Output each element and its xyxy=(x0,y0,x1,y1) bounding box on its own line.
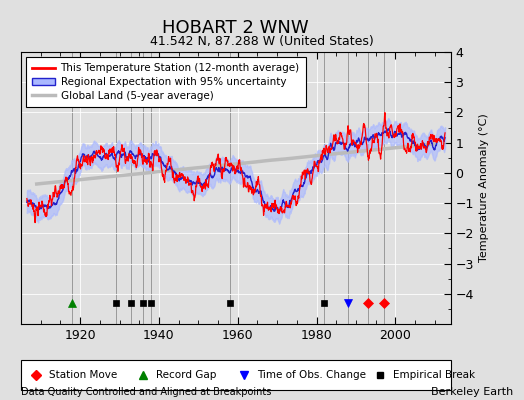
Text: 41.542 N, 87.288 W (United States): 41.542 N, 87.288 W (United States) xyxy=(150,36,374,48)
Title: HOBART 2 WNW: HOBART 2 WNW xyxy=(162,18,309,36)
FancyBboxPatch shape xyxy=(21,360,451,390)
Y-axis label: Temperature Anomaly (°C): Temperature Anomaly (°C) xyxy=(479,114,489,262)
Text: Station Move: Station Move xyxy=(49,370,117,380)
Text: Berkeley Earth: Berkeley Earth xyxy=(431,387,514,397)
Text: Empirical Break: Empirical Break xyxy=(392,370,475,380)
Text: Data Quality Controlled and Aligned at Breakpoints: Data Quality Controlled and Aligned at B… xyxy=(21,387,271,397)
Text: Time of Obs. Change: Time of Obs. Change xyxy=(257,370,366,380)
Legend: This Temperature Station (12-month average), Regional Expectation with 95% uncer: This Temperature Station (12-month avera… xyxy=(26,57,306,107)
Text: Record Gap: Record Gap xyxy=(156,370,217,380)
